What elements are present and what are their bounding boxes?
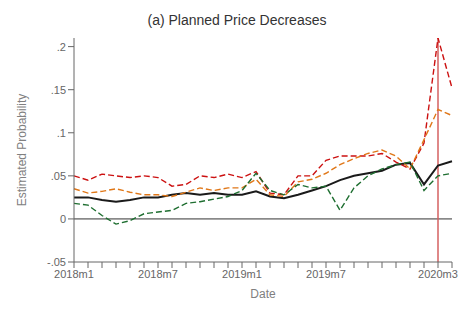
svg-text:2018m1: 2018m1 [54, 268, 94, 280]
svg-text:2019m7: 2019m7 [306, 268, 346, 280]
svg-text:.2: .2 [57, 41, 66, 53]
svg-text:.05: .05 [51, 170, 66, 182]
svg-text:2019m1: 2019m1 [222, 268, 262, 280]
svg-text:Date: Date [250, 287, 276, 301]
html-text:(a) Planned Price Decreases: (a) Planned Price Decreases [147, 12, 327, 28]
svg-text:.15: .15 [51, 84, 66, 96]
svg-text:.1: .1 [57, 127, 66, 139]
svg-text:Estimated Probability: Estimated Probability [15, 94, 29, 207]
svg-text:0: 0 [60, 213, 66, 225]
svg-text:-.05: -.05 [47, 256, 66, 268]
svg-text:2018m7: 2018m7 [138, 268, 178, 280]
svg-text:2020m3: 2020m3 [418, 268, 458, 280]
